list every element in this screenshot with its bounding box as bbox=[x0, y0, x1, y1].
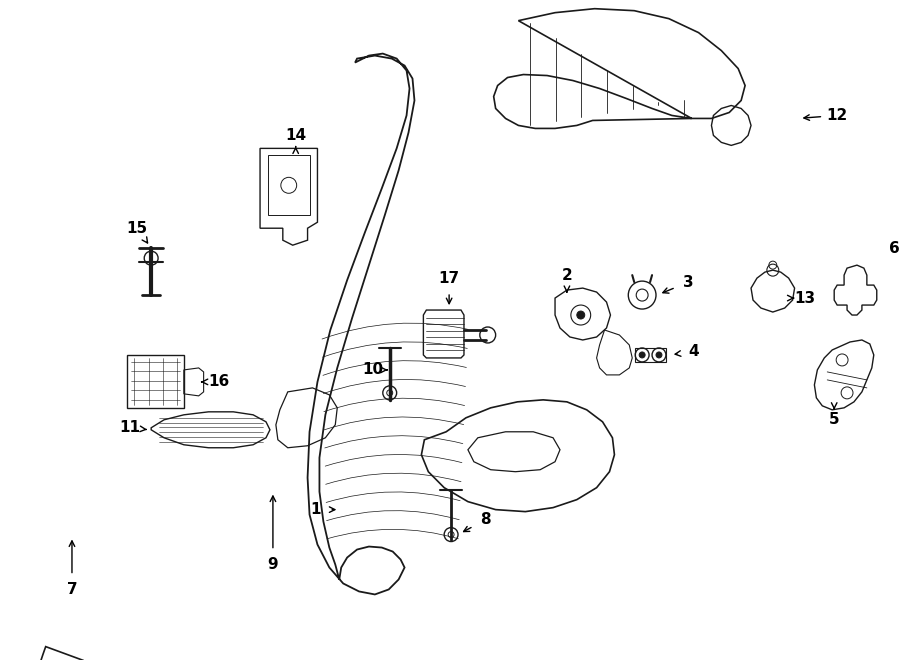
Text: 9: 9 bbox=[267, 557, 278, 572]
Text: 12: 12 bbox=[826, 108, 848, 123]
Text: 11: 11 bbox=[119, 420, 140, 436]
Text: 14: 14 bbox=[285, 128, 306, 143]
Text: 1: 1 bbox=[310, 502, 320, 517]
Text: 13: 13 bbox=[794, 291, 815, 305]
Text: 5: 5 bbox=[829, 412, 840, 427]
Circle shape bbox=[639, 352, 645, 358]
Circle shape bbox=[656, 352, 662, 358]
Text: 4: 4 bbox=[688, 344, 699, 360]
Text: 15: 15 bbox=[127, 221, 148, 236]
Text: 10: 10 bbox=[363, 362, 383, 377]
Text: 17: 17 bbox=[438, 270, 460, 286]
Text: 3: 3 bbox=[683, 274, 694, 290]
Text: 2: 2 bbox=[562, 268, 572, 283]
Bar bbox=[268, 155, 310, 215]
Text: 8: 8 bbox=[481, 512, 491, 527]
Bar bbox=[635, 348, 666, 362]
Text: 16: 16 bbox=[208, 374, 230, 389]
Text: 7: 7 bbox=[67, 582, 77, 597]
Text: 6: 6 bbox=[889, 241, 900, 256]
Circle shape bbox=[577, 311, 585, 319]
